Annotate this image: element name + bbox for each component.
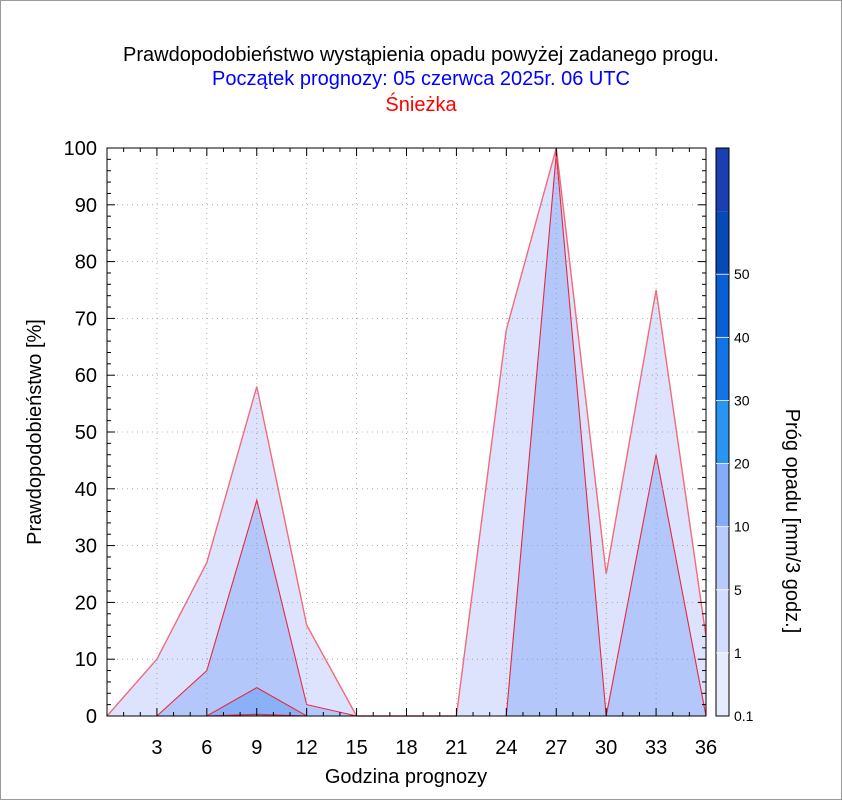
colorbar-segment <box>716 652 729 716</box>
x-tick-label: 21 <box>445 737 467 759</box>
x-tick-label: 15 <box>345 737 367 759</box>
colorbar-tick-label: 40 <box>734 329 750 345</box>
y-axis-label: Prawdopodobieństwo [%] <box>24 319 46 545</box>
colorbar-segment <box>716 148 729 212</box>
tick-marks: 3 6 9 12 15 18 21 24 27 30 33 360102030405060708090… <box>64 138 718 759</box>
x-tick-label: 36 <box>695 737 717 759</box>
area-threshold-1 <box>107 153 706 716</box>
chart-subtitle: Początek prognozy: 05 czerwca 2025r. 06 … <box>212 68 630 90</box>
colorbar-tick-label: 20 <box>734 456 750 472</box>
y-tick-label: 90 <box>75 195 97 217</box>
colorbar-segment <box>716 337 729 401</box>
x-tick-label: 30 <box>595 737 617 759</box>
x-tick-label: 18 <box>395 737 417 759</box>
y-tick-label: 100 <box>64 138 97 160</box>
y-tick-label: 20 <box>75 592 97 614</box>
y-tick-label: 50 <box>75 422 97 444</box>
colorbar-segment <box>716 589 729 653</box>
x-tick-label: 12 <box>296 737 318 759</box>
x-tick-label: 27 <box>545 737 567 759</box>
y-tick-label: 40 <box>75 479 97 501</box>
colorbar-tick-label: 30 <box>734 392 750 408</box>
colorbar-segment <box>716 211 729 275</box>
y-tick-label: 80 <box>75 252 97 274</box>
colorbar-tick-label: 0.1 <box>734 708 754 724</box>
colorbar-segment <box>716 274 729 338</box>
chart-title: Prawdopodobieństwo wystąpienia opadu pow… <box>123 44 719 66</box>
colorbar-border <box>715 147 730 717</box>
colorbar-tick-label: 1 <box>734 645 742 661</box>
y-tick-label: 0 <box>86 706 97 728</box>
y-tick-label: 10 <box>75 649 97 671</box>
colorbar-segment <box>716 400 729 464</box>
colorbar-label: Próg opadu [mm/3 godz.] <box>781 409 803 634</box>
location-label: Śnieżka <box>385 94 457 116</box>
x-tick-label: 24 <box>495 737 517 759</box>
y-tick-label: 70 <box>75 308 97 330</box>
y-tick-label: 60 <box>75 365 97 387</box>
x-tick-label: 33 <box>645 737 667 759</box>
x-tick-label: 3 <box>151 737 162 759</box>
colorbar-segment <box>716 526 729 590</box>
y-tick-label: 30 <box>75 536 97 558</box>
colorbar-tick-label: 10 <box>734 519 750 535</box>
colorbar-tick-label: 5 <box>734 582 742 598</box>
colorbar: 0.1 1 5 10 20 30 40 50 <box>715 147 754 724</box>
colorbar-tick-label: 50 <box>734 266 750 282</box>
x-axis-label: Godzina prognozy <box>325 766 487 788</box>
colorbar-segment <box>716 463 729 527</box>
x-tick-label: 6 <box>201 737 212 759</box>
x-tick-label: 9 <box>251 737 262 759</box>
